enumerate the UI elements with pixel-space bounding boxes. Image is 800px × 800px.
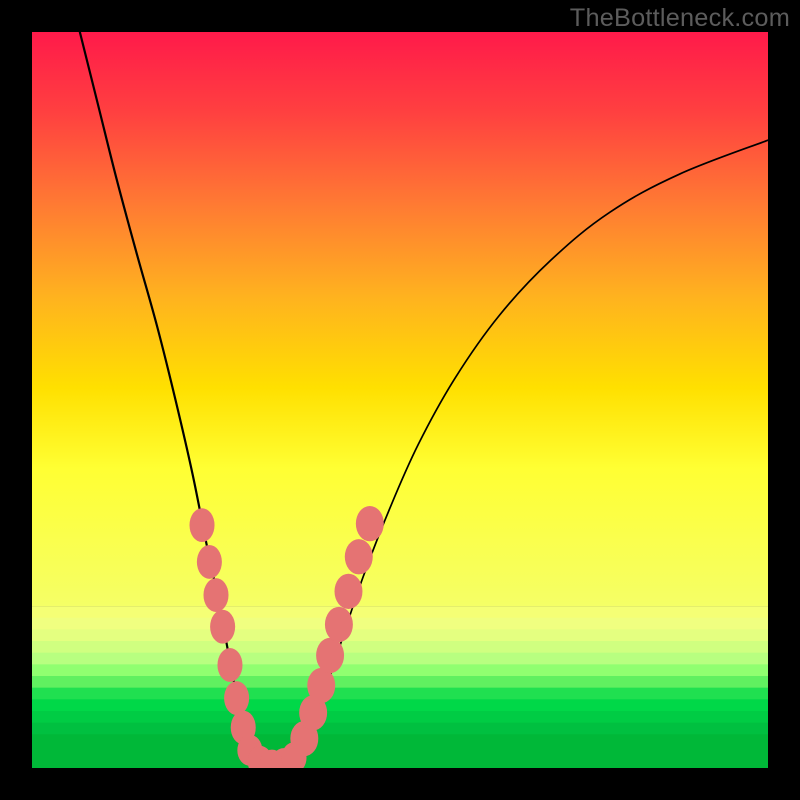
data-dot (190, 508, 215, 542)
data-dot (345, 539, 373, 574)
chart-band (32, 664, 768, 676)
watermark-label: TheBottleneck.com (570, 4, 790, 33)
data-dot (316, 638, 344, 673)
chart-band (32, 629, 768, 641)
chart-band (32, 711, 768, 723)
chart-band (32, 641, 768, 653)
chart-stage: TheBottleneck.com (0, 0, 800, 800)
chart-bottom-band (32, 746, 768, 768)
chart-band (32, 723, 768, 735)
data-dot (217, 648, 242, 682)
chart-plot (32, 32, 768, 768)
chart-band (32, 734, 768, 746)
chart-band (32, 653, 768, 665)
chart-gradient-bg (32, 32, 768, 606)
chart-band (32, 606, 768, 618)
data-dot (356, 506, 384, 541)
data-dot (197, 545, 222, 579)
chart-band (32, 676, 768, 688)
data-dot (307, 668, 335, 703)
chart-band (32, 688, 768, 700)
data-dot (203, 578, 228, 612)
data-dot (334, 574, 362, 609)
data-dot (325, 607, 353, 642)
chart-band (32, 699, 768, 711)
data-dot (224, 681, 249, 715)
chart-band (32, 618, 768, 630)
data-dot (210, 610, 235, 644)
